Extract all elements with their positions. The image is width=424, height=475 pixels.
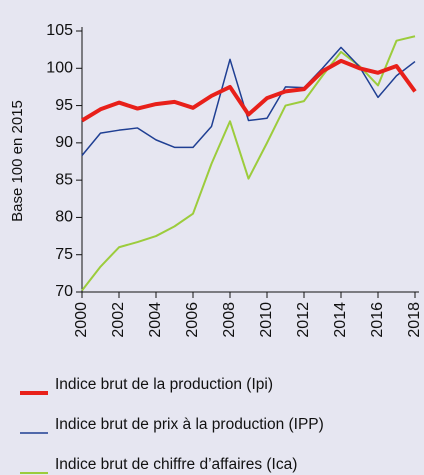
- x-tick-label: 2006: [184, 302, 201, 338]
- legend-label: Indice brut de la production (Ipi): [55, 376, 273, 393]
- x-tick-label: 2016: [369, 302, 386, 338]
- y-tick-label: 95: [55, 97, 73, 114]
- y-tick-label: 90: [55, 134, 73, 151]
- legend-label: Indice brut de chiffre d’affaires (Ica): [55, 456, 297, 473]
- y-tick-label: 105: [46, 22, 73, 39]
- y-axis-label: Base 100 en 2015: [9, 100, 26, 222]
- y-tick-label: 80: [55, 209, 73, 226]
- y-tick-label: 75: [55, 246, 73, 263]
- x-tick-label: 2000: [73, 302, 90, 338]
- series-line: [80, 58, 417, 123]
- x-tick-label: 2008: [221, 302, 238, 338]
- y-tick-label: 85: [55, 171, 73, 188]
- x-tick-label: 2014: [332, 302, 349, 338]
- x-tick-label: 2002: [110, 302, 127, 338]
- y-tick-label: 70: [55, 283, 73, 300]
- series-line: [81, 46, 416, 157]
- x-tick-label: 2010: [258, 302, 275, 338]
- x-tick-label: 2012: [295, 302, 312, 338]
- x-tick-label: 2004: [147, 302, 164, 338]
- legend-label: Indice brut de prix à la production (IPP…: [55, 416, 324, 433]
- series-line: [81, 35, 416, 292]
- y-tick-label: 100: [46, 60, 73, 77]
- x-tick-label: 2018: [406, 302, 423, 338]
